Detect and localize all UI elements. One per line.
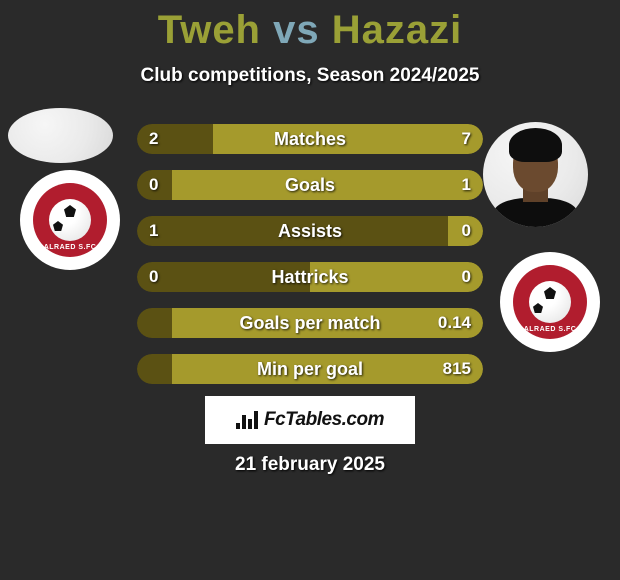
football-icon	[529, 281, 571, 323]
club-badge-left: ALRAED S.FC	[20, 170, 120, 270]
football-icon	[49, 199, 91, 241]
stat-label: Goals per match	[137, 308, 483, 338]
player-right-name: Hazazi	[332, 8, 463, 52]
vs-text: vs	[273, 8, 320, 52]
logo-bar	[242, 415, 246, 429]
stat-label: Matches	[137, 124, 483, 154]
club-name-text: ALRAED S.FC	[33, 244, 107, 251]
club-badge-right: ALRAED S.FC	[500, 252, 600, 352]
club-badge-inner: ALRAED S.FC	[33, 183, 107, 257]
logo-bar	[236, 423, 240, 429]
club-name-label: ALRAED S.FC	[524, 326, 577, 333]
avatar-shirt	[493, 198, 578, 227]
footer-date: 21 february 2025	[0, 454, 620, 476]
player-left-avatar	[8, 108, 113, 163]
stat-label: Goals	[137, 170, 483, 200]
comparison-title: Tweh vs Hazazi	[0, 0, 620, 53]
player-left-name: Tweh	[158, 8, 261, 52]
subtitle-text: Club competitions, Season 2024/2025	[0, 65, 620, 87]
stat-label: Min per goal	[137, 354, 483, 384]
player-right-avatar	[483, 122, 588, 227]
source-site-text: FcTables.com	[264, 409, 384, 431]
stat-row: Min per goal815	[137, 354, 483, 384]
stat-row: Assists1 0	[137, 216, 483, 246]
stat-label: Hattricks	[137, 262, 483, 292]
stat-value-right: 0	[462, 216, 471, 246]
stat-row: Matches2 7	[137, 124, 483, 154]
stat-value-right: 0.14	[438, 308, 471, 338]
stat-row: Goals0 1	[137, 170, 483, 200]
stat-value-right: 1	[462, 170, 471, 200]
bars-icon	[236, 411, 258, 429]
stat-value-left: 0	[149, 262, 158, 292]
stat-value-left: 2	[149, 124, 158, 154]
stat-value-left: 1	[149, 216, 158, 246]
club-name-label: ALRAED S.FC	[44, 244, 97, 251]
avatar-hair	[509, 128, 562, 162]
stats-panel: Matches27Goals01Assists10Hattricks00Goal…	[137, 124, 483, 400]
stat-value-right: 0	[462, 262, 471, 292]
stat-row: Goals per match0.14	[137, 308, 483, 338]
stat-label: Assists	[137, 216, 483, 246]
stat-value-left: 0	[149, 170, 158, 200]
stat-value-right: 7	[462, 124, 471, 154]
logo-bar	[248, 419, 252, 429]
club-badge-inner: ALRAED S.FC	[513, 265, 587, 339]
stat-row: Hattricks0 0	[137, 262, 483, 292]
stat-value-right: 815	[443, 354, 471, 384]
source-badge: FcTables.com	[205, 396, 415, 444]
logo-bar	[254, 411, 258, 429]
club-name-text: ALRAED S.FC	[513, 326, 587, 333]
